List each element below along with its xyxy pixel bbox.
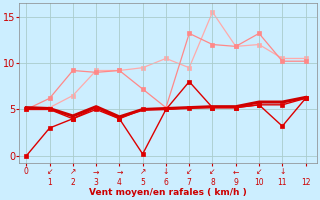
X-axis label: Vent moyen/en rafales ( km/h ): Vent moyen/en rafales ( km/h ) (89, 188, 247, 197)
